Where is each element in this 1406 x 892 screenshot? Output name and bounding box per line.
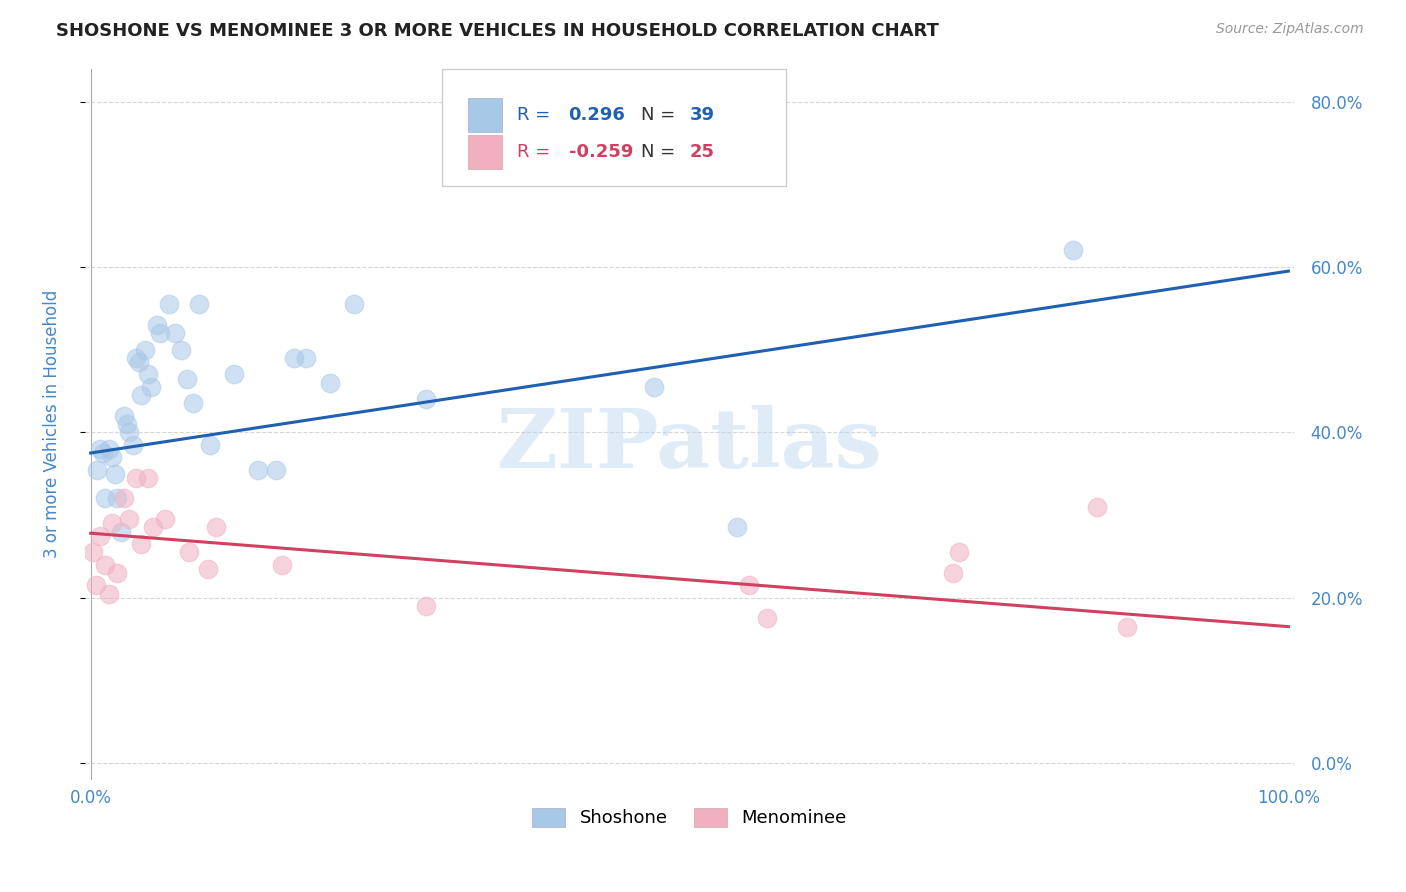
Point [177,545,200,559]
Text: R =: R = [516,143,555,161]
Point [205,520,228,534]
Point [91,446,114,460]
Text: -0.259: -0.259 [568,143,633,161]
Point [105,491,128,506]
Point [319,376,342,390]
Text: 39: 39 [689,106,714,124]
Point [118,425,141,440]
Text: 0.296: 0.296 [568,106,626,124]
Point [97,442,120,456]
Point [118,512,141,526]
Point [136,471,159,485]
Point [197,562,219,576]
Point [139,380,162,394]
Text: N =: N = [641,106,681,124]
Point [125,471,148,485]
Point [181,396,204,410]
Point [727,520,749,534]
FancyBboxPatch shape [468,98,502,132]
Point [121,438,143,452]
Point [89,529,111,543]
Point [153,512,176,526]
Point [129,537,152,551]
Point [110,524,132,539]
Point [129,388,152,402]
Y-axis label: 3 or more Vehicles in Household: 3 or more Vehicles in Household [44,290,60,558]
Point [142,520,165,534]
Point [97,586,120,600]
Text: Source: ZipAtlas.com: Source: ZipAtlas.com [1216,22,1364,37]
Text: N =: N = [641,143,681,161]
Point [84,578,107,592]
Point [145,318,167,332]
Point [169,343,191,357]
Point [1085,500,1108,514]
Point [105,566,128,580]
Point [224,368,246,382]
Point [343,297,366,311]
Legend: Shoshone, Menominee: Shoshone, Menominee [526,801,853,835]
Text: SHOSHONE VS MENOMINEE 3 OR MORE VEHICLES IN HOUSEHOLD CORRELATION CHART: SHOSHONE VS MENOMINEE 3 OR MORE VEHICLES… [56,22,939,40]
Point [101,450,124,464]
Point [738,578,761,592]
Point [1062,244,1084,258]
Point [200,438,222,452]
FancyBboxPatch shape [468,135,502,169]
Point [125,351,148,365]
Point [86,462,108,476]
Point [112,491,135,506]
Point [112,409,135,423]
Point [94,558,117,572]
Point [128,355,150,369]
Point [266,462,288,476]
Point [271,558,294,572]
Point [415,599,437,613]
Point [94,491,117,506]
Text: 25: 25 [689,143,714,161]
Point [1115,620,1137,634]
Point [176,371,198,385]
Point [187,297,209,311]
Point [756,611,779,625]
FancyBboxPatch shape [441,69,786,186]
Text: ZIPatlas: ZIPatlas [496,405,883,485]
Point [283,351,305,365]
Point [163,326,186,340]
Point [101,516,124,531]
Point [643,380,665,394]
Point [115,417,138,431]
Point [942,566,965,580]
Point [104,467,127,481]
Point [948,545,970,559]
Point [415,392,437,407]
Point [82,545,104,559]
Point [134,343,156,357]
Point [89,442,111,456]
Text: R =: R = [516,106,555,124]
Point [157,297,180,311]
Point [136,368,159,382]
Point [295,351,318,365]
Point [247,462,270,476]
Point [149,326,172,340]
